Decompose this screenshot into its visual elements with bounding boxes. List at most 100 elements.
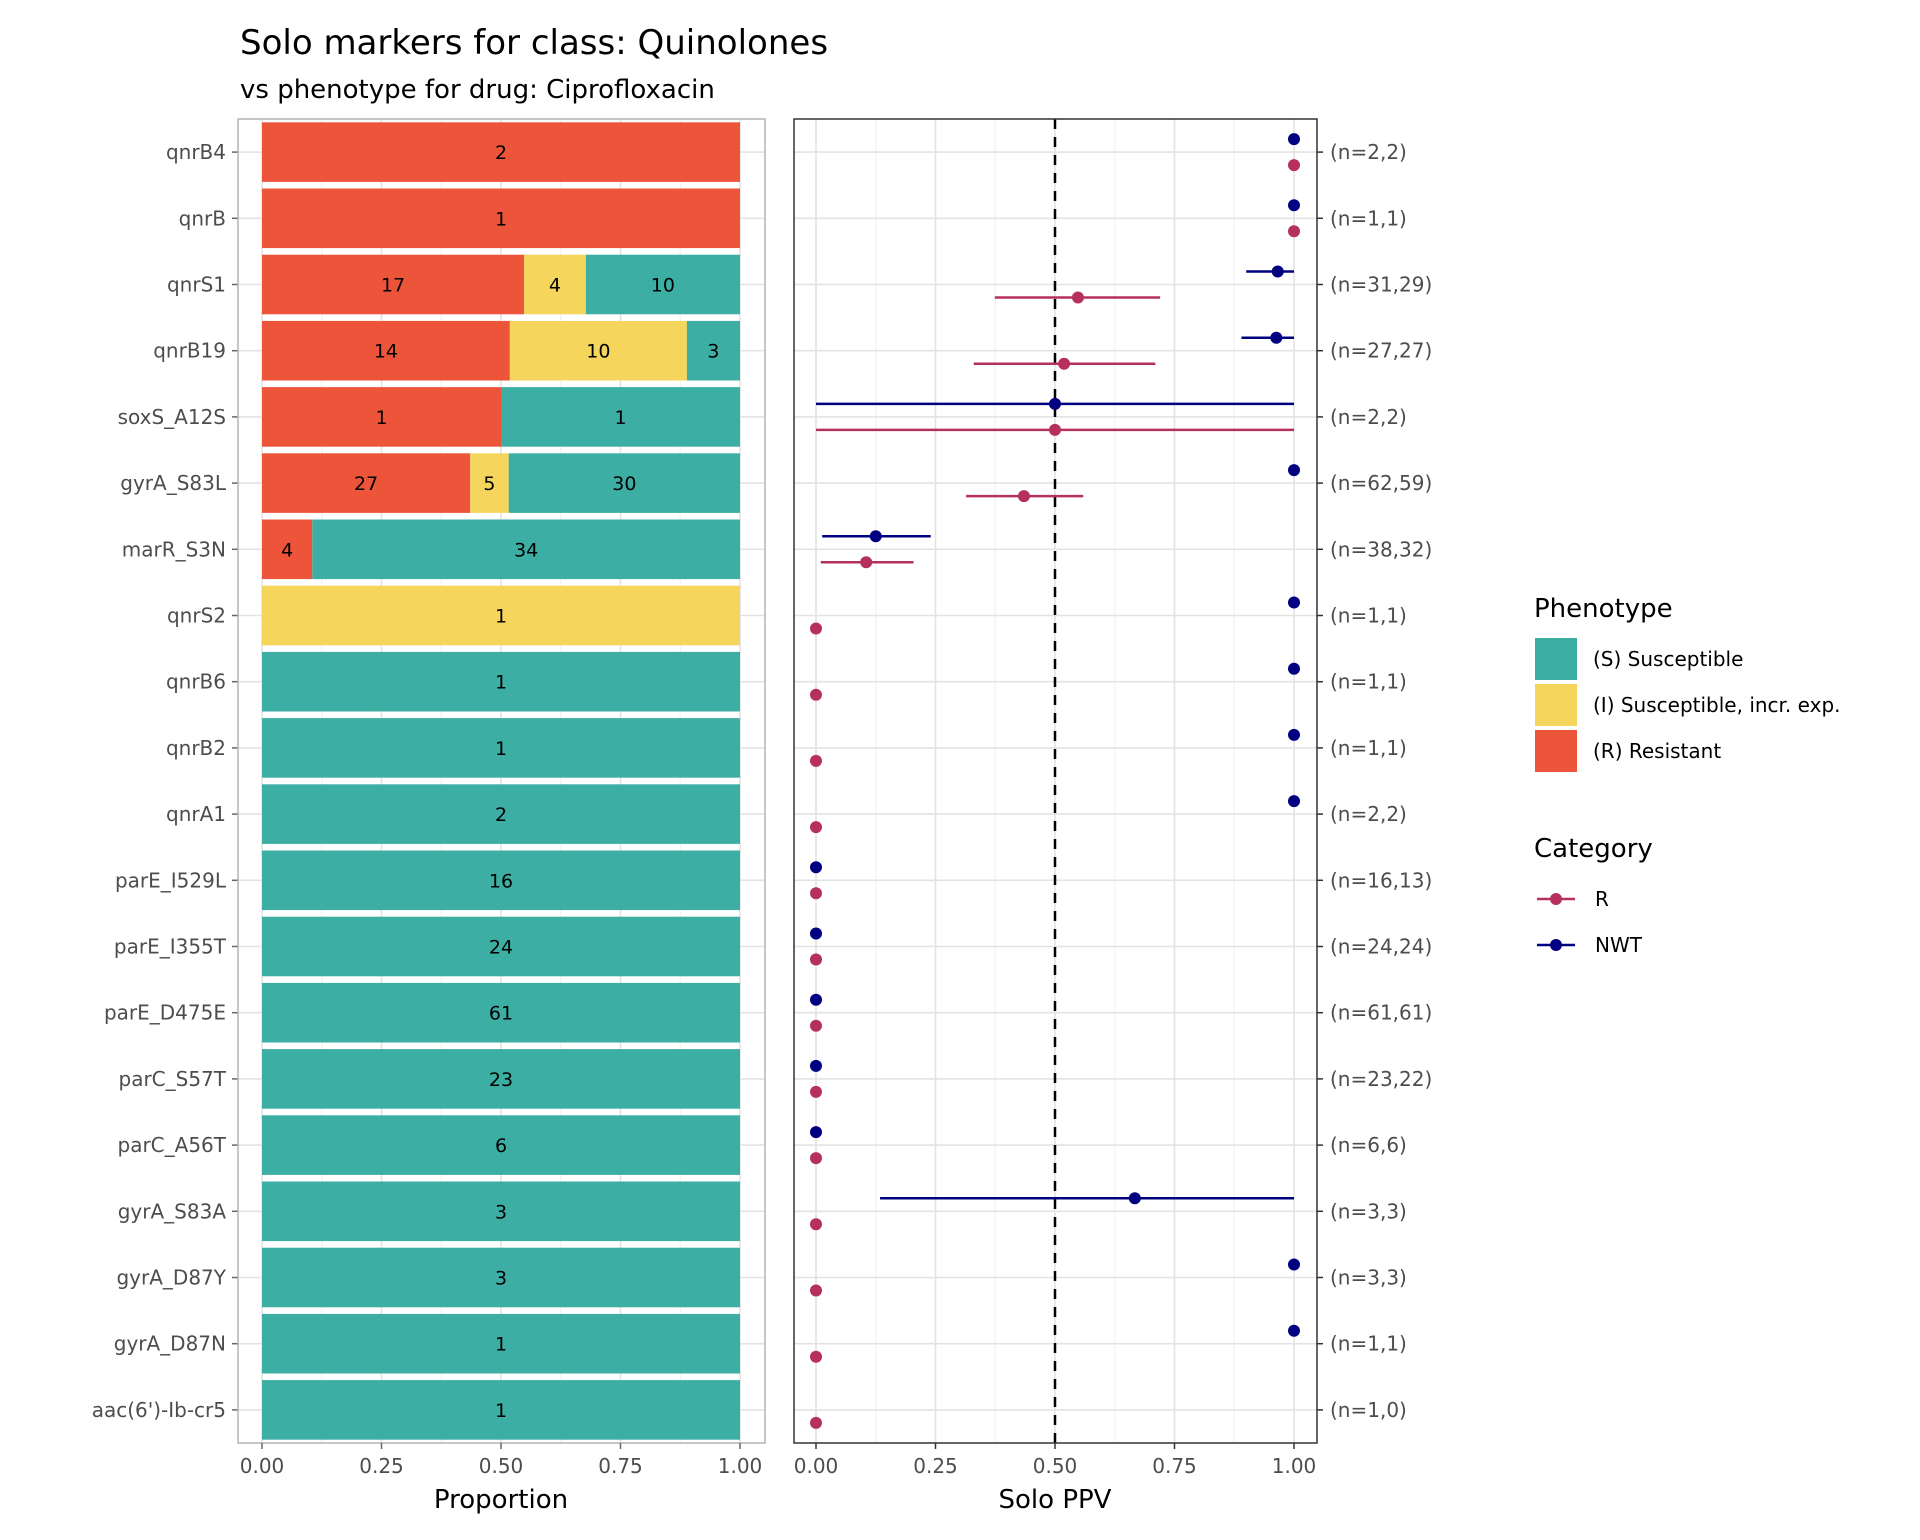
point-r	[810, 953, 822, 966]
y-tick-label: parC_S57T	[119, 1067, 227, 1091]
point-nwt	[1288, 662, 1300, 675]
point-r	[810, 754, 822, 767]
y-tick-label: gyrA_D87Y	[116, 1266, 226, 1290]
y-tick-label: gyrA_D87N	[114, 1332, 226, 1356]
x-tick-label: 0.75	[1152, 1454, 1197, 1478]
bar-segment	[262, 188, 740, 249]
x-tick-label: 0.00	[794, 1454, 839, 1478]
y-tick-label: aac(6')-Ib-cr5	[92, 1398, 226, 1422]
legends: (S) Susceptible (I) Susceptible, incr. ex…	[1535, 638, 1841, 957]
point-r	[810, 1152, 822, 1165]
bar-segment	[262, 1313, 740, 1374]
y-tick-label: qnrA1	[166, 802, 226, 826]
n-count-label: (n=24,24)	[1330, 935, 1432, 959]
bar-segment	[262, 519, 313, 580]
point-r	[1049, 423, 1061, 436]
ppv-panel: (n=2,2) (n=1,1) (n=31,29) (n=27,27) (n=2,2) (…	[793, 118, 1432, 1478]
n-count-label: (n=2,2)	[1330, 405, 1407, 429]
y-tick-label: gyrA_S83A	[118, 1199, 227, 1223]
legend-swatch	[1535, 638, 1577, 680]
point-nwt	[1288, 199, 1300, 212]
bar-count-label: 30	[612, 473, 636, 495]
bar-count-label: 1	[614, 407, 626, 429]
bar-count-label: 1	[375, 407, 387, 429]
n-count-label: (n=16,13)	[1330, 868, 1432, 892]
n-count-label: (n=1,1)	[1330, 206, 1407, 230]
bar-count-label: 3	[707, 341, 719, 363]
y-tick-label: qnrS2	[167, 604, 226, 628]
point-r	[810, 622, 822, 635]
y-tick-label: qnrB6	[166, 670, 226, 694]
y-tick-label: qnrS1	[167, 273, 226, 297]
y-tick-label: parE_I529L	[115, 868, 227, 892]
legend-label: (I) Susceptible, incr. exp.	[1593, 693, 1841, 717]
x-tick-label: 0.50	[479, 1454, 524, 1478]
n-count-label: (n=23,22)	[1330, 1067, 1432, 1091]
point-r	[1017, 490, 1030, 503]
point-nwt	[1288, 1258, 1300, 1271]
n-count-label: (n=1,1)	[1330, 1332, 1407, 1356]
point-r	[1288, 159, 1300, 172]
bar-segment	[262, 1181, 740, 1242]
x-tick-label: 0.75	[598, 1454, 643, 1478]
point-nwt	[1271, 265, 1284, 278]
point-nwt	[1270, 331, 1283, 344]
point-nwt	[810, 1126, 822, 1139]
bar-count-label: 4	[281, 539, 293, 561]
n-count-label: (n=1,1)	[1330, 736, 1407, 760]
point-r	[1071, 291, 1084, 304]
point-nwt	[810, 1059, 822, 1072]
point-r	[1058, 357, 1071, 370]
point-nwt	[869, 530, 882, 543]
x-axis-label-proportion: Proportion	[434, 1485, 568, 1515]
point-nwt	[1128, 1192, 1141, 1205]
legend-label: (S) Susceptible	[1593, 647, 1743, 671]
point-nwt	[1288, 596, 1300, 609]
bar-segment	[262, 651, 740, 712]
n-count-label: (n=38,32)	[1330, 537, 1432, 561]
bar-segment	[262, 784, 740, 844]
point-r	[810, 688, 822, 701]
bar-segment	[262, 1115, 740, 1175]
bar-segment	[262, 453, 471, 513]
bar-segment	[262, 982, 740, 1043]
point-nwt	[1288, 795, 1300, 808]
y-tick-label: soxS_A12S	[118, 405, 226, 429]
point-nwt	[1288, 464, 1300, 477]
bar-count-label: 27	[354, 473, 378, 495]
legend-label: NWT	[1595, 933, 1643, 957]
point-nwt	[810, 993, 822, 1006]
legend-label: R	[1595, 887, 1609, 911]
chart-title: Solo markers for class: Quinolones	[240, 23, 828, 63]
legend-swatch	[1535, 730, 1577, 772]
bar-count-label: 1	[495, 738, 507, 760]
bar-segment	[262, 1049, 740, 1109]
point-r	[810, 1019, 822, 1032]
bar-count-label: 10	[586, 341, 610, 363]
bar-count-label: 2	[495, 804, 507, 826]
legend-key-point	[1550, 939, 1562, 951]
bar-count-label: 23	[489, 1069, 513, 1091]
legend-key-point	[1550, 893, 1562, 905]
x-tick-label: 0.25	[359, 1454, 404, 1478]
n-count-label: (n=62,59)	[1330, 471, 1432, 495]
point-r	[1288, 225, 1300, 238]
y-tick-label: qnrB2	[166, 736, 226, 760]
point-r	[810, 1284, 822, 1297]
n-count-label: (n=61,61)	[1330, 1001, 1432, 1025]
point-r	[810, 1350, 822, 1363]
bar-segment	[262, 1380, 740, 1440]
n-count-label: (n=2,2)	[1330, 140, 1407, 164]
point-nwt	[1288, 1324, 1300, 1337]
y-tick-label: parE_I355T	[114, 935, 227, 959]
x-axis-label-ppv: Solo PPV	[999, 1485, 1112, 1515]
bar-segment	[508, 453, 740, 513]
bar-count-label: 16	[489, 870, 513, 892]
point-nwt	[810, 861, 822, 874]
point-r	[810, 1416, 822, 1429]
n-count-label: (n=31,29)	[1330, 273, 1432, 297]
legend-title-phenotype: Phenotype	[1534, 594, 1673, 624]
bar-count-label: 2	[495, 142, 507, 164]
bar-segment	[686, 320, 740, 381]
